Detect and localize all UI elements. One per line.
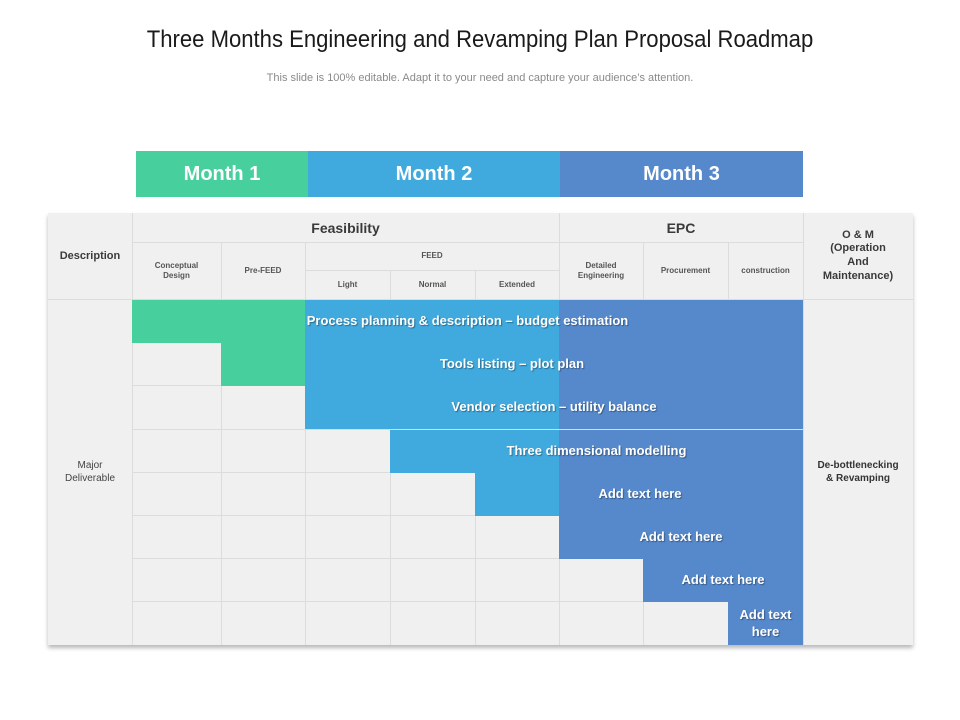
phase-bar bbox=[390, 430, 559, 473]
procurement-header: Procurement bbox=[660, 265, 711, 275]
phase-bar bbox=[559, 300, 803, 343]
grid-line bbox=[803, 213, 804, 645]
grid-line bbox=[305, 270, 559, 271]
grid-line bbox=[132, 429, 803, 430]
phase-bar bbox=[305, 343, 559, 386]
phase-bar bbox=[475, 473, 559, 516]
conceptual-design-header: Conceptual Design bbox=[154, 261, 199, 280]
phase-bar bbox=[132, 300, 305, 343]
extended-header: Extended bbox=[498, 279, 535, 289]
page-subtitle: This slide is 100% editable. Adapt it to… bbox=[266, 72, 694, 84]
month-3-header: Month 3 bbox=[560, 147, 803, 201]
normal-header: Normal bbox=[418, 279, 447, 289]
phase-bar bbox=[221, 343, 305, 386]
pre-feed-header: Pre-FEED bbox=[244, 265, 282, 275]
phase-bar bbox=[559, 386, 803, 429]
phase-bar bbox=[643, 559, 803, 602]
feed-header: FEED bbox=[421, 251, 443, 261]
phase-bar bbox=[559, 343, 803, 386]
task-label: Add text here bbox=[681, 572, 765, 588]
om-deliverable-label: De-bottlenecking & Revamping bbox=[817, 459, 899, 485]
grid-line bbox=[132, 242, 803, 243]
grid-line bbox=[132, 515, 803, 516]
task-label: Three dimensional modelling bbox=[506, 443, 687, 459]
task-label: Add text here bbox=[598, 486, 682, 502]
epc-header: EPC bbox=[666, 219, 696, 236]
phase-bar bbox=[559, 516, 803, 559]
description-header: Description bbox=[59, 250, 121, 262]
phase-bar bbox=[728, 602, 803, 645]
task-label: Add text here bbox=[639, 529, 723, 545]
phase-bar bbox=[305, 386, 559, 429]
grid-line bbox=[48, 299, 913, 300]
month-2-header: Month 2 bbox=[308, 147, 560, 201]
task-label: Add text here bbox=[739, 607, 792, 639]
light-header: Light bbox=[337, 279, 358, 289]
phase-bar bbox=[305, 300, 559, 343]
grid-line bbox=[132, 601, 803, 602]
task-label: Vendor selection – utility balance bbox=[451, 399, 657, 415]
major-deliverable-label: Major Deliverable bbox=[65, 459, 116, 485]
task-label: Process planning & description – budget … bbox=[306, 313, 629, 329]
task-label: Tools listing – plot plan bbox=[439, 356, 585, 372]
om-header: O & M (Operation And Maintenance) bbox=[822, 228, 894, 282]
page-title: Three Months Engineering and Revamping P… bbox=[146, 26, 814, 53]
month-1-header: Month 1 bbox=[136, 147, 308, 201]
phase-bar bbox=[559, 430, 803, 473]
grid-line bbox=[305, 242, 306, 645]
roadmap-table: Description Feasibility EPC O & M (Opera… bbox=[48, 213, 913, 645]
phase-bar bbox=[559, 473, 803, 516]
grid-line bbox=[221, 242, 222, 645]
construction-header: construction bbox=[741, 265, 790, 275]
grid-line bbox=[132, 558, 803, 559]
detailed-engineering-header: Detailed Engineering bbox=[577, 261, 625, 280]
feasibility-header: Feasibility bbox=[311, 219, 380, 236]
